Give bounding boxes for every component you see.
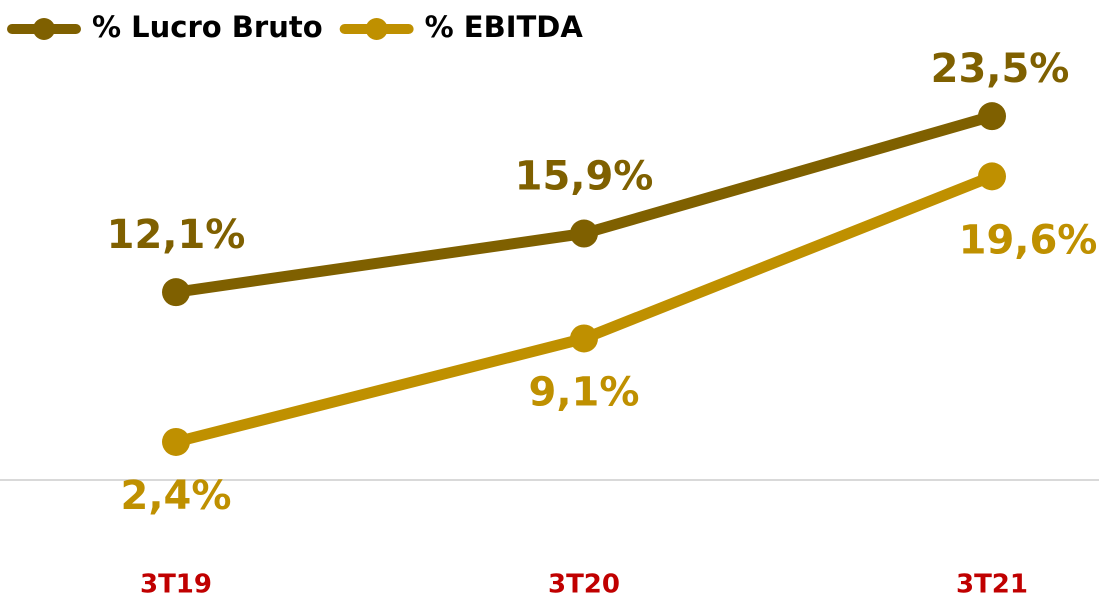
data-label: 12,1% — [107, 212, 246, 258]
point — [978, 162, 1006, 191]
legend-label: % EBITDA — [425, 10, 584, 44]
x-tick-label: 3T21 — [956, 570, 1028, 597]
point — [162, 427, 190, 456]
series-line — [175, 110, 994, 298]
point — [162, 278, 190, 307]
x-tick-label: 3T20 — [548, 570, 620, 597]
x-tick-label: 3T19 — [140, 570, 212, 597]
data-label: 15,9% — [515, 154, 654, 200]
legend-marker — [33, 18, 55, 40]
point — [570, 219, 598, 248]
data-label: 19,6% — [959, 217, 1098, 263]
data-label: 23,5% — [931, 46, 1070, 92]
point — [978, 102, 1006, 131]
data-label: 2,4% — [121, 473, 232, 519]
legend-label: % Lucro Bruto — [92, 10, 323, 44]
legend-marker — [365, 18, 388, 40]
data-label: 9,1% — [529, 369, 640, 415]
point — [570, 324, 598, 353]
